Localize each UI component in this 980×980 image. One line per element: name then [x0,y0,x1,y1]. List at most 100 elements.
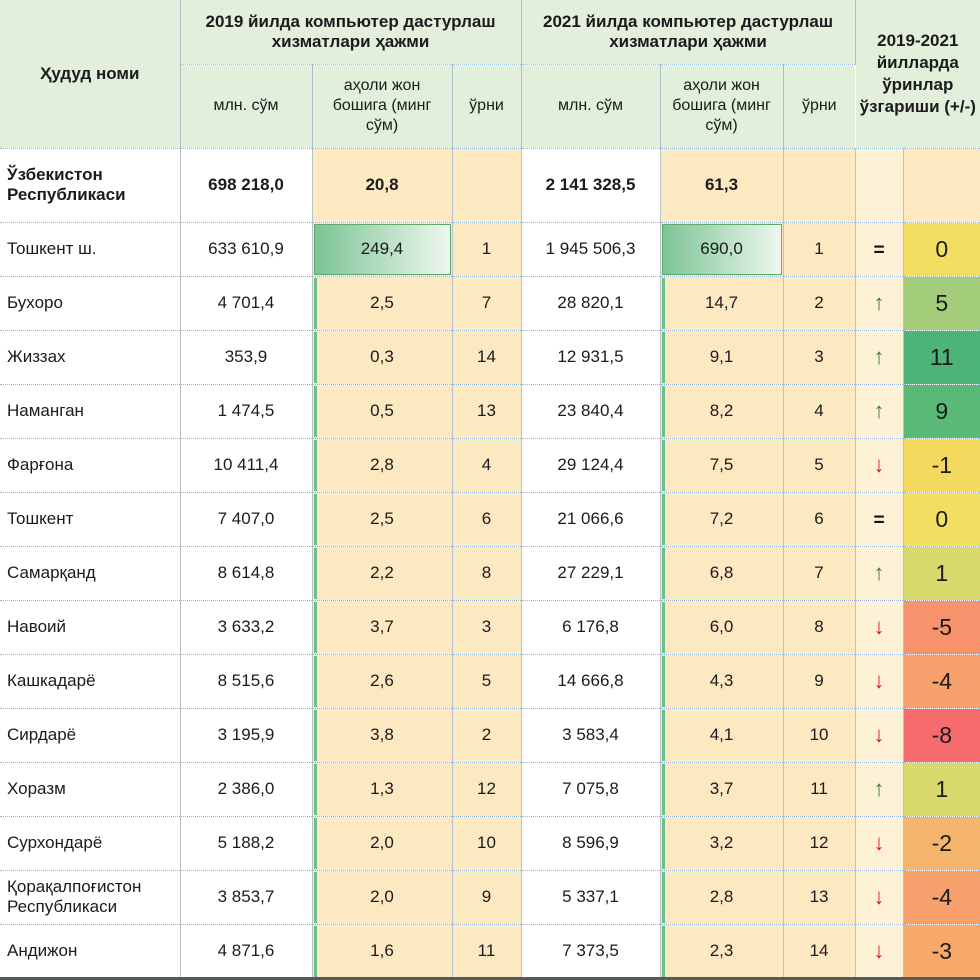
percapita-2019-cell: 2,6 [312,653,453,708]
percapita-value: 6,0 [709,617,734,636]
trend-down-icon: ↓ [873,722,885,747]
percapita-value: 0,3 [370,347,394,366]
rank-2021-cell: 13 [783,869,856,924]
trend-cell: ↑ [855,329,904,384]
rank-2021-cell: 14 [783,923,856,977]
percapita-2019-cell: 2,2 [312,545,453,600]
value-2021-cell: 21 066,6 [521,491,661,546]
data-bar [661,817,665,869]
percapita-2019-cell: 0,5 [312,383,453,438]
rank-change-cell: 1 [903,545,980,600]
data-bar [313,331,317,383]
trend-cell: ↓ [855,599,904,654]
percapita-2021-cell: 7,2 [660,491,784,546]
percapita-value: 1,6 [370,941,394,961]
data-bar [661,655,665,707]
value-2021-cell: 12 931,5 [521,329,661,384]
value-2019-cell: 1 474,5 [180,383,313,438]
header-2021-mln: млн. сўм [521,64,661,148]
region-name-cell: Наманган [0,383,181,438]
trend-down-icon: ↓ [873,668,885,693]
region-name-cell: Тошкент ш. [0,221,181,276]
trend-cell: ↑ [855,761,904,816]
table-row: Фарғона 10 411,4 2,8 4 29 124,4 7,5 5 ↓ -1 [0,437,980,492]
region-name-cell: Андижон [0,923,181,977]
value-2021-cell: 29 124,4 [521,437,661,492]
percapita-2021-cell: 2,3 [660,923,784,977]
percapita-value: 61,3 [704,175,739,194]
value-2021-cell: 5 337,1 [521,869,661,924]
table-row: Андижон 4 871,6 1,6 11 7 373,5 2,3 14 ↓ -3 [0,923,980,977]
value-2019-cell: 3 633,2 [180,599,313,654]
value-2019-cell: 4 871,6 [180,923,313,977]
value-2019-cell: 8 614,8 [180,545,313,600]
trend-cell: = [855,221,904,276]
rank-change-cell: 9 [903,383,980,438]
percapita-2021-cell: 2,8 [660,869,784,924]
trend-down-icon: ↓ [873,830,885,855]
percapita-2021-cell: 4,1 [660,707,784,762]
percapita-value: 7,2 [709,509,734,528]
data-bar [313,385,317,437]
data-bar [313,763,317,815]
trend-cell [855,147,904,222]
percapita-value: 1,3 [370,779,394,798]
percapita-value: 3,7 [709,779,734,798]
rank-change-cell: 5 [903,275,980,330]
trend-up-icon: ↑ [873,560,885,585]
data-bar [661,709,665,761]
trend-down-icon: ↓ [873,938,885,964]
percapita-value: 4,3 [709,671,734,690]
data-bar [661,223,782,275]
percapita-value: 2,6 [370,671,394,690]
percapita-value: 14,7 [704,293,739,312]
region-name-cell: Фарғона [0,437,181,492]
percapita-value: 2,0 [370,833,394,852]
data-bar [313,925,317,977]
value-2019-cell: 2 386,0 [180,761,313,816]
trend-cell: ↓ [855,653,904,708]
summary-row: Ўзбекистон Республикаси 698 218,0 20,8 2 14… [0,147,980,222]
table-row: Кашкадарё 8 515,6 2,6 5 14 666,8 4,3 9 ↓ -4 [0,653,980,708]
rank-change-cell: -4 [903,653,980,708]
header-2019-mln: млн. сўм [180,64,313,148]
data-bar [661,439,665,491]
percapita-value: 2,2 [370,563,394,582]
rank-2019-cell: 6 [452,491,522,546]
data-bar [313,817,317,869]
percapita-2021-cell: 6,0 [660,599,784,654]
data-bar [661,547,665,599]
percapita-value: 20,8 [365,175,399,194]
data-bar [313,655,317,707]
region-name-cell: Навоий [0,599,181,654]
rank-2021-cell: 6 [783,491,856,546]
value-2021-cell: 3 583,4 [521,707,661,762]
percapita-value: 6,8 [709,563,734,582]
header-group-change: 2019-2021 йилларда ўринлар ўзгариши (+/-… [855,0,980,148]
value-2019-cell: 4 701,4 [180,275,313,330]
trend-eq-icon: = [873,510,885,531]
region-name-cell: Самарқанд [0,545,181,600]
rank-change-cell: -4 [903,869,980,924]
value-2019-cell: 3 853,7 [180,869,313,924]
data-bar [313,547,317,599]
data-bar [661,277,665,329]
value-2019-cell: 8 515,6 [180,653,313,708]
data-bar [661,331,665,383]
percapita-value: 4,1 [709,725,734,744]
value-2019-cell: 5 188,2 [180,815,313,870]
percapita-2019-cell: 2,8 [312,437,453,492]
rank-change-cell: -3 [903,923,980,977]
trend-down-icon: ↓ [873,614,885,639]
table-row: Қорақалпоғистон Республикаси 3 853,7 2,0 9 5… [0,869,980,924]
value-2021-cell: 14 666,8 [521,653,661,708]
header-group-2021: 2021 йилда компьютер дастурлаш хизматлар… [521,0,856,65]
percapita-value: 2,8 [370,455,394,474]
value-2021-cell: 28 820,1 [521,275,661,330]
rank-2021-cell: 7 [783,545,856,600]
rank-2021-cell: 8 [783,599,856,654]
rank-2019-cell: 13 [452,383,522,438]
rank-2021-cell: 2 [783,275,856,330]
percapita-2021-cell: 3,2 [660,815,784,870]
